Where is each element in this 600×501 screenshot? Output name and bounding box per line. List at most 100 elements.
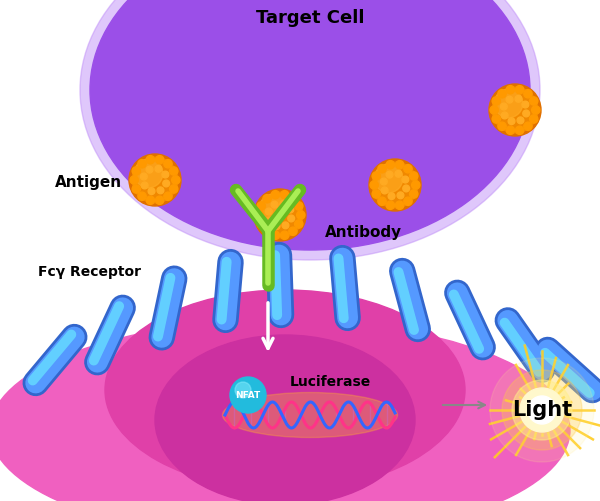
Text: Antigen: Antigen [55,174,122,189]
Circle shape [271,231,280,239]
Circle shape [132,157,178,203]
Circle shape [170,167,178,175]
Circle shape [132,167,140,175]
Circle shape [295,202,303,210]
Ellipse shape [80,0,540,260]
Circle shape [372,162,418,208]
Circle shape [524,122,532,130]
Circle shape [506,86,515,94]
Circle shape [369,159,421,211]
Circle shape [164,160,172,168]
Circle shape [172,176,180,184]
Circle shape [287,206,294,213]
Circle shape [129,154,181,206]
Circle shape [498,122,506,130]
Ellipse shape [105,290,465,490]
Circle shape [141,182,148,189]
Circle shape [271,190,280,199]
Circle shape [512,380,572,440]
Circle shape [372,190,380,198]
Circle shape [146,166,153,173]
Circle shape [265,208,272,215]
Circle shape [263,227,271,235]
Circle shape [410,172,418,180]
Circle shape [282,222,289,229]
Circle shape [494,89,523,118]
Circle shape [412,181,420,189]
Text: Fcγ Receptor: Fcγ Receptor [38,265,141,279]
Circle shape [508,118,515,125]
Circle shape [502,370,582,450]
Circle shape [395,201,404,209]
Ellipse shape [223,392,398,437]
Circle shape [515,96,522,102]
Circle shape [386,201,395,209]
Circle shape [500,103,507,110]
Circle shape [498,90,506,98]
Circle shape [530,115,538,123]
Circle shape [155,156,164,164]
Circle shape [490,358,594,462]
Circle shape [140,173,147,180]
Circle shape [155,196,164,204]
Text: NFAT: NFAT [235,390,260,399]
Circle shape [255,211,263,219]
Circle shape [289,194,297,203]
Circle shape [146,196,155,204]
Circle shape [386,171,393,178]
Circle shape [157,187,164,194]
Circle shape [296,211,305,219]
Circle shape [520,388,564,432]
Circle shape [532,106,540,114]
Circle shape [280,190,289,199]
Circle shape [402,176,409,183]
Circle shape [501,112,508,119]
Circle shape [372,172,380,180]
Circle shape [257,192,303,238]
Circle shape [397,192,404,199]
Circle shape [254,189,306,241]
Circle shape [170,185,178,193]
Circle shape [490,106,499,114]
Circle shape [403,185,410,192]
Circle shape [257,220,265,228]
Circle shape [271,201,278,208]
Circle shape [386,160,395,169]
Circle shape [148,188,155,194]
Circle shape [273,223,280,229]
Ellipse shape [155,335,415,501]
Circle shape [523,110,530,117]
Circle shape [489,84,541,136]
Circle shape [506,126,515,134]
Circle shape [506,96,513,103]
Circle shape [517,117,524,124]
Circle shape [257,202,265,210]
Ellipse shape [90,0,530,250]
Circle shape [280,200,287,207]
Ellipse shape [0,320,570,501]
Circle shape [381,187,388,194]
Circle shape [155,165,162,172]
Circle shape [235,382,251,398]
Circle shape [492,115,500,123]
Circle shape [230,377,266,413]
Circle shape [522,101,529,108]
Circle shape [370,181,379,189]
Circle shape [410,190,418,198]
Circle shape [130,176,139,184]
Text: Antibody: Antibody [325,224,402,239]
Circle shape [146,156,155,164]
Circle shape [374,164,403,193]
Circle shape [295,220,303,228]
Text: Target Cell: Target Cell [256,9,364,27]
Circle shape [138,192,146,200]
Circle shape [266,217,273,224]
Circle shape [492,97,500,105]
Circle shape [528,396,556,424]
Circle shape [289,227,297,235]
Circle shape [134,159,163,188]
Circle shape [515,126,524,134]
Circle shape [524,90,532,98]
Text: Luciferase: Luciferase [290,375,371,389]
Circle shape [132,185,140,193]
